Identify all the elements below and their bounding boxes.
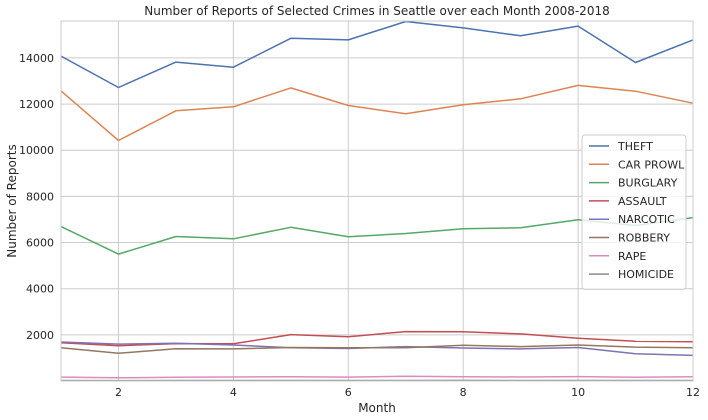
- y-tick-label: 4000: [26, 283, 54, 296]
- y-tick-label: 2000: [26, 329, 54, 342]
- legend: THEFT CAR PROWL BURGLARY ASSAULT NARCOTIC ROB…: [581, 134, 687, 290]
- y-tick-label: 10000: [19, 144, 54, 157]
- legend-label: RAPE: [618, 250, 646, 263]
- chart-title: Number of Reports of Selected Crimes in …: [144, 4, 609, 18]
- series-line-theft: [60, 20, 694, 89]
- x-tick-label: 6: [345, 386, 352, 399]
- tick-labels: 2 4 6 8 10 12 2000 4000 6000 8000 10000 12000 14000: [19, 52, 700, 399]
- series-line-robbery: [60, 344, 694, 355]
- y-tick-label: 14000: [19, 52, 54, 65]
- x-tick-label: 2: [115, 386, 122, 399]
- plot-frame: [60, 20, 694, 382]
- legend-label: BURGLARY: [618, 177, 678, 190]
- legend-box: [581, 134, 687, 290]
- y-axis-label: Number of Reports: [5, 144, 19, 257]
- legend-label: HOMICIDE: [618, 268, 674, 281]
- x-tick-label: 10: [571, 386, 585, 399]
- series-line-car-prowl: [60, 84, 694, 142]
- legend-label: CAR PROWL: [618, 158, 685, 171]
- x-tick-label: 8: [460, 386, 467, 399]
- legend-label: ROBBERY: [618, 232, 670, 245]
- y-tick-label: 6000: [26, 237, 54, 250]
- y-tick-label: 8000: [26, 190, 54, 203]
- series-line-rape: [60, 375, 694, 379]
- x-tick-label: 12: [686, 386, 700, 399]
- legend-label: NARCOTIC: [618, 213, 675, 226]
- legend-label: ASSAULT: [618, 195, 667, 208]
- legend-label: THEFT: [617, 140, 653, 153]
- x-tick-label: 4: [230, 386, 237, 399]
- x-axis-label: Month: [358, 401, 396, 415]
- y-tick-label: 12000: [19, 98, 54, 111]
